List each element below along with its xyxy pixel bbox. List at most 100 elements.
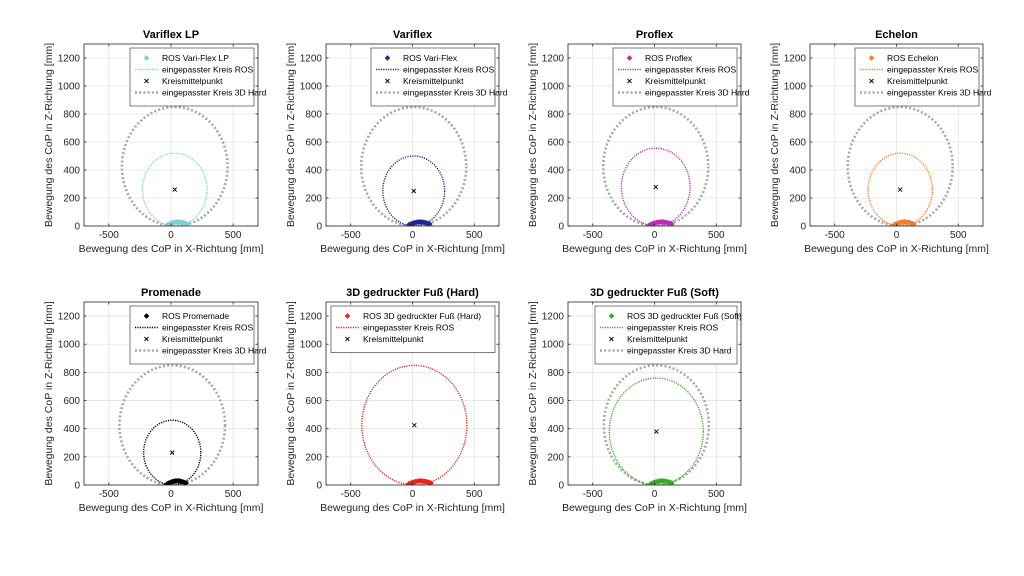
x-axis-label: Bewegung des CoP in X-Richtung [mm] bbox=[320, 243, 505, 255]
y-tick-label: 1000 bbox=[542, 82, 565, 93]
legend: ROS 3D gedruckter Fuß (Hard) eingepasster… bbox=[330, 305, 496, 353]
y-tick-label: 200 bbox=[305, 452, 322, 463]
legend-label: ROS Echelon bbox=[887, 53, 939, 63]
x-tick-label: 500 bbox=[708, 230, 725, 241]
hard-circle bbox=[359, 105, 468, 226]
x-axis-label: Bewegung des CoP in X-Richtung [mm] bbox=[804, 243, 989, 255]
legend-label: Kreismittelpunkt bbox=[162, 334, 223, 344]
y-tick-label: 1000 bbox=[784, 82, 807, 93]
y-tick-label: 400 bbox=[63, 166, 80, 177]
legend-label: eingepasster Kreis 3D Hard bbox=[403, 88, 508, 98]
chart-title: 3D gedruckter Fuß (Hard) bbox=[346, 287, 479, 299]
x-tick-label: 500 bbox=[225, 230, 242, 241]
x-tick-label: 500 bbox=[466, 489, 483, 500]
x-axis-label: Bewegung des CoP in X-Richtung [mm] bbox=[79, 502, 264, 514]
y-tick-label: 400 bbox=[547, 166, 564, 177]
x-tick-label: 500 bbox=[708, 489, 725, 500]
x-tick-label: 500 bbox=[466, 230, 483, 241]
y-tick-label: 800 bbox=[63, 368, 80, 379]
y-axis-label: Bewegung des CoP in Z-Richtung [mm] bbox=[527, 43, 539, 227]
y-axis-label: Bewegung des CoP in Z-Richtung [mm] bbox=[285, 43, 297, 227]
legend-box bbox=[370, 47, 496, 107]
legend-marker-center bbox=[144, 336, 149, 342]
x-tick-label: 0 bbox=[168, 489, 174, 500]
legend-label: ROS Promemade bbox=[162, 311, 229, 321]
legend-label: eingepasster Kreis 3D Hard bbox=[887, 88, 992, 98]
panel-6: -500 0 500 0 200 400 600 800 1000 1200 3D gedruckt… bbox=[285, 287, 505, 514]
legend-label: eingepasster Kreis ROS bbox=[887, 65, 979, 75]
y-tick-label: 0 bbox=[74, 481, 80, 492]
chart-title: Echelon bbox=[875, 29, 918, 41]
center-marker bbox=[169, 450, 175, 455]
y-tick-label: 1000 bbox=[58, 82, 81, 93]
x-tick-label: 500 bbox=[950, 230, 967, 241]
hard-circle bbox=[602, 364, 711, 485]
y-tick-label: 1000 bbox=[542, 340, 565, 351]
chart-title: Proflex bbox=[636, 29, 674, 41]
center-marker bbox=[172, 187, 178, 192]
legend: ROS Echelon eingepasster Kreis ROSKreismi… bbox=[854, 47, 992, 107]
y-tick-label: 200 bbox=[547, 194, 564, 205]
x-tick-label: -500 bbox=[825, 230, 845, 241]
panel-5: -500 0 500 0 200 400 600 800 1000 1200 Promenade Be… bbox=[43, 287, 267, 514]
x-axis-label: Bewegung des CoP in X-Richtung [mm] bbox=[562, 243, 747, 255]
y-tick-label: 1200 bbox=[542, 54, 565, 65]
chart-title: Variflex bbox=[393, 29, 433, 41]
plot-area bbox=[361, 364, 468, 485]
x-tick-label: 0 bbox=[894, 230, 900, 241]
y-tick-label: 800 bbox=[63, 110, 80, 121]
legend-label: eingepasster Kreis 3D Hard bbox=[627, 346, 732, 356]
legend-marker-ros bbox=[344, 313, 351, 319]
legend-label: eingepasster Kreis ROS bbox=[627, 323, 719, 333]
legend-marker-center bbox=[144, 78, 149, 84]
y-tick-label: 400 bbox=[305, 424, 322, 435]
plot-area bbox=[846, 105, 955, 226]
x-tick-label: -500 bbox=[99, 489, 119, 500]
legend-label: eingepasster Kreis 3D Hard bbox=[162, 346, 267, 356]
legend-label: eingepasster Kreis ROS bbox=[162, 323, 254, 333]
x-axis-label: Bewegung des CoP in X-Richtung [mm] bbox=[79, 243, 264, 255]
y-tick-label: 1200 bbox=[542, 312, 565, 323]
y-tick-label: 800 bbox=[547, 110, 564, 121]
legend-label: eingepasster Kreis ROS bbox=[162, 65, 254, 75]
legend-label: Kreismittelpunkt bbox=[645, 76, 706, 86]
plot-area bbox=[359, 105, 468, 226]
fitted-circle bbox=[382, 155, 446, 226]
legend-marker-center bbox=[627, 78, 632, 84]
y-tick-label: 600 bbox=[547, 138, 564, 149]
x-tick-label: 0 bbox=[652, 489, 658, 500]
legend: ROS Vari-Flex LP eingepasster Kreis ROSKr… bbox=[129, 47, 267, 107]
hard-circle bbox=[601, 105, 710, 226]
x-tick-label: 0 bbox=[168, 230, 174, 241]
x-tick-label: 500 bbox=[225, 489, 242, 500]
panel-1: -500 0 500 0 200 400 600 800 1000 1200 Variflex LP… bbox=[43, 29, 267, 255]
y-tick-label: 1200 bbox=[58, 54, 81, 65]
legend-label: eingepasster Kreis 3D Hard bbox=[162, 88, 267, 98]
y-tick-label: 600 bbox=[305, 138, 322, 149]
fitted-circle bbox=[141, 152, 208, 226]
legend-label: eingepasster Kreis ROS bbox=[645, 65, 737, 75]
fitted-circle bbox=[867, 152, 934, 226]
legend-box bbox=[612, 47, 738, 107]
legend-marker-ros bbox=[868, 55, 875, 61]
panel-4: -500 0 500 0 200 400 600 800 1000 1200 Echelon Bewe… bbox=[769, 29, 992, 255]
x-tick-label: 0 bbox=[410, 230, 416, 241]
legend-label: ROS Vari-Flex bbox=[403, 53, 458, 63]
y-tick-label: 200 bbox=[63, 452, 80, 463]
legend-box bbox=[129, 305, 255, 365]
hard-circle bbox=[846, 105, 955, 226]
y-tick-label: 600 bbox=[789, 138, 806, 149]
center-marker bbox=[897, 187, 903, 192]
panel-3: -500 0 500 0 200 400 600 800 1000 1200 Proflex Bewe… bbox=[527, 29, 750, 255]
y-axis-label: Bewegung des CoP in Z-Richtung [mm] bbox=[769, 43, 781, 227]
plot-area bbox=[118, 364, 227, 485]
y-tick-label: 400 bbox=[305, 166, 322, 177]
legend-label: Kreismittelpunkt bbox=[887, 76, 948, 86]
center-marker bbox=[653, 184, 659, 190]
fitted-circle bbox=[361, 364, 468, 485]
chart-title: Promenade bbox=[141, 287, 201, 299]
legend-box bbox=[854, 47, 980, 107]
legend-marker-center bbox=[609, 336, 614, 342]
legend-marker-ros bbox=[608, 313, 615, 319]
y-tick-label: 200 bbox=[789, 194, 806, 205]
